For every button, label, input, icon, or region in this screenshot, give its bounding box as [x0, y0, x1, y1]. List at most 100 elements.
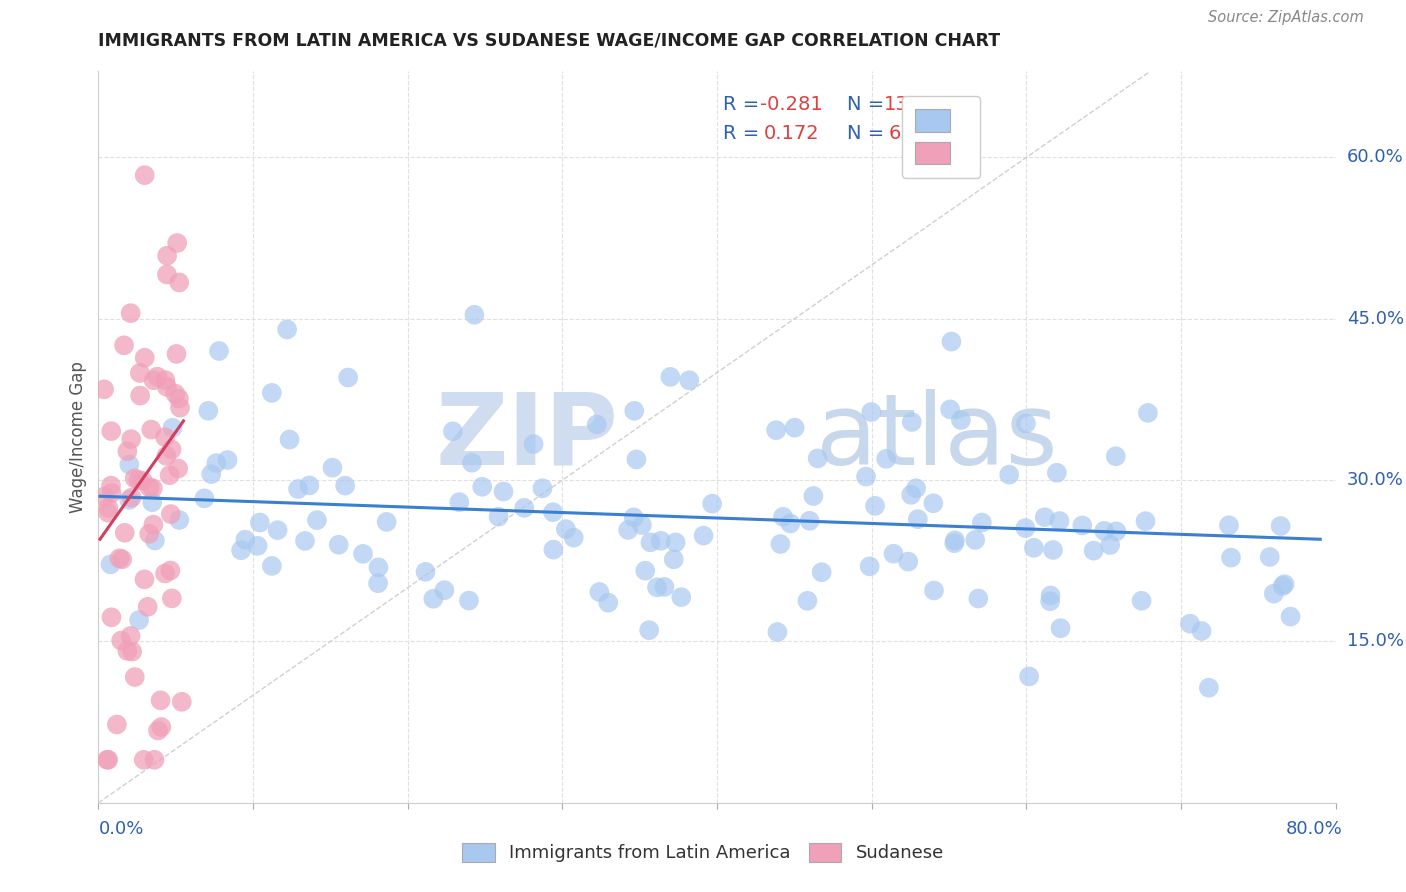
Point — [907, 512, 929, 526]
Point — [1271, 579, 1294, 593]
Point — [260, 558, 283, 573]
Point — [100, 486, 122, 500]
Point — [128, 613, 150, 627]
Point — [1092, 524, 1115, 538]
Text: 65: 65 — [889, 124, 914, 143]
Point — [143, 533, 166, 548]
Point — [882, 547, 904, 561]
Point — [124, 670, 146, 684]
Point — [276, 322, 298, 336]
Point — [1049, 514, 1071, 528]
Point — [294, 533, 316, 548]
Point — [111, 552, 134, 566]
Text: 45.0%: 45.0% — [1347, 310, 1405, 327]
Point — [153, 566, 176, 581]
Point — [1039, 589, 1062, 603]
Point — [333, 478, 356, 492]
Point — [134, 168, 156, 182]
Point — [205, 456, 228, 470]
Point — [463, 308, 485, 322]
Point — [117, 644, 139, 658]
Text: 80.0%: 80.0% — [1286, 820, 1343, 838]
Point — [156, 268, 179, 282]
Text: R =: R = — [723, 95, 766, 114]
Point — [128, 473, 150, 487]
Point — [120, 629, 142, 643]
Point — [1130, 594, 1153, 608]
Point — [541, 505, 564, 519]
Point — [623, 404, 645, 418]
Point — [654, 580, 676, 594]
Point — [367, 560, 389, 574]
Point — [278, 433, 301, 447]
Point — [1258, 549, 1281, 564]
Point — [153, 430, 176, 444]
Point — [100, 424, 122, 438]
Point — [246, 539, 269, 553]
Point — [1136, 406, 1159, 420]
Point — [167, 276, 190, 290]
Point — [766, 625, 789, 640]
Point — [352, 547, 374, 561]
Point — [1220, 550, 1243, 565]
Point — [1135, 514, 1157, 528]
Point — [156, 380, 179, 394]
Point — [156, 249, 179, 263]
Point — [166, 235, 188, 250]
Legend: , : , — [901, 95, 980, 178]
Point — [769, 537, 792, 551]
Text: atlas: atlas — [815, 389, 1057, 485]
Point — [799, 514, 821, 528]
Point — [623, 510, 645, 524]
Point — [118, 492, 141, 507]
Point — [100, 478, 122, 492]
Point — [449, 495, 471, 509]
Point — [287, 482, 309, 496]
Point — [810, 565, 832, 579]
Point — [162, 421, 184, 435]
Point — [298, 478, 321, 492]
Point — [461, 456, 484, 470]
Point — [138, 480, 160, 494]
Text: 15.0%: 15.0% — [1347, 632, 1403, 650]
Point — [626, 452, 648, 467]
Text: 30.0%: 30.0% — [1347, 471, 1403, 489]
Point — [1270, 519, 1292, 533]
Point — [150, 720, 173, 734]
Point — [900, 488, 922, 502]
Point — [260, 385, 283, 400]
Point — [1198, 681, 1220, 695]
Text: 0.0%: 0.0% — [98, 820, 143, 838]
Point — [132, 753, 155, 767]
Point — [943, 536, 966, 550]
Point — [165, 386, 187, 401]
Point — [631, 518, 654, 533]
Point — [129, 389, 152, 403]
Point — [97, 753, 120, 767]
Point — [678, 373, 700, 387]
Point — [141, 495, 163, 509]
Point — [167, 461, 190, 475]
Point — [1018, 669, 1040, 683]
Point — [200, 467, 222, 481]
Point — [105, 717, 128, 731]
Point — [229, 543, 252, 558]
Point — [120, 306, 142, 320]
Point — [143, 753, 166, 767]
Point — [598, 596, 620, 610]
Point — [433, 583, 456, 598]
Point — [422, 591, 444, 606]
Point — [1099, 538, 1122, 552]
Point — [375, 515, 398, 529]
Point — [645, 580, 668, 594]
Point — [659, 370, 682, 384]
Point — [897, 555, 920, 569]
Point — [208, 343, 231, 358]
Point — [142, 517, 165, 532]
Point — [134, 573, 156, 587]
Point — [638, 623, 661, 637]
Point — [441, 425, 464, 439]
Point — [132, 474, 155, 488]
Point — [321, 460, 343, 475]
Point — [796, 594, 818, 608]
